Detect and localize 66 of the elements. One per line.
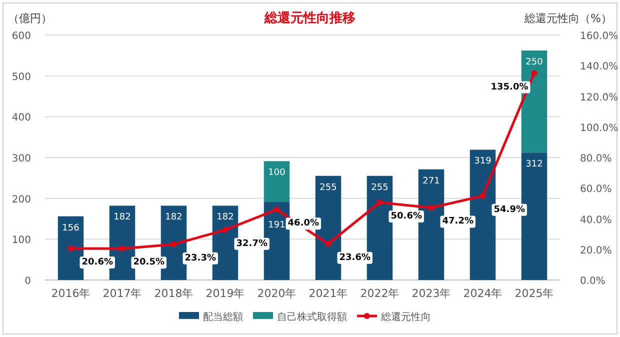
point [531, 70, 538, 76]
x-tick-label: 2019年 [206, 287, 245, 300]
point [68, 245, 74, 252]
data-label: 20.6% [82, 257, 113, 268]
point [170, 241, 177, 248]
data-label: 32.7% [236, 238, 268, 249]
data-label: 191 [268, 220, 286, 231]
data-label: 54.9% [494, 204, 525, 215]
y-tick-label: 200 [12, 194, 31, 206]
data-label: 182 [114, 212, 131, 223]
data-label: 135.0% [490, 82, 528, 92]
point [428, 204, 434, 211]
data-label: 319 [474, 156, 492, 167]
x-tick-label: 2017年 [102, 287, 142, 300]
y2-tick-label: 140.0% [580, 62, 618, 73]
y2-tick-label: 60.0% [580, 184, 612, 196]
y2-tick-label: 40.0% [580, 214, 612, 226]
x-tick-label: 2024年 [463, 287, 502, 300]
data-label: 47.2% [442, 216, 474, 227]
y2-tick-label: 0.0% [580, 276, 606, 287]
y-tick-label: 0 [24, 276, 31, 287]
point [119, 246, 126, 252]
data-label: 156 [62, 223, 80, 234]
point [376, 200, 383, 206]
data-label: 271 [422, 176, 440, 186]
data-label: 312 [526, 160, 543, 170]
data-label: 182 [216, 212, 234, 223]
x-tick-label: 2018年 [154, 287, 194, 300]
data-label: 46.0% [288, 218, 319, 229]
y-tick-label: 500 [12, 72, 31, 83]
y2-tick-label: 160.0% [580, 31, 618, 42]
x-tick-label: 2021年 [308, 287, 348, 300]
data-label: 250 [526, 58, 544, 68]
y2-axis-title: 総還元性向（%） [524, 12, 612, 25]
data-label: 182 [165, 212, 182, 223]
data-label: 23.3% [184, 253, 216, 264]
y-tick-label: 100 [12, 235, 31, 246]
legend-label: 自己株式取得額 [277, 311, 347, 323]
point [274, 206, 280, 213]
bar [264, 161, 290, 202]
point [222, 226, 228, 233]
y-axis-title: （億円） [8, 12, 52, 25]
y2-tick-label: 100.0% [580, 122, 618, 134]
x-tick-label: 2023年 [412, 287, 451, 300]
data-label: 50.6% [390, 212, 422, 222]
x-tick-label: 2025年 [514, 287, 554, 300]
legend-label: 配当総額 [203, 311, 243, 323]
point [325, 240, 332, 247]
data-label: 23.6% [339, 252, 370, 263]
legend-label: 総還元性向 [380, 311, 431, 323]
y2-tick-label: 80.0% [580, 154, 612, 164]
bar [58, 216, 84, 280]
chart-title: 総還元性向推移 [264, 11, 356, 26]
y2-tick-label: 20.0% [580, 245, 612, 256]
x-tick-label: 2022年 [360, 287, 400, 300]
x-tick-label: 2016年 [51, 287, 90, 300]
data-label: 255 [371, 182, 388, 193]
point [480, 192, 486, 199]
y-tick-label: 600 [12, 31, 31, 42]
x-tick-label: 2020年 [257, 287, 296, 300]
y2-tick-label: 120.0% [580, 92, 618, 104]
data-label: 255 [320, 182, 337, 193]
y-tick-label: 400 [12, 112, 31, 124]
data-label: 20.5% [133, 258, 164, 268]
data-label: 100 [268, 168, 286, 178]
y-tick-label: 300 [12, 154, 31, 164]
